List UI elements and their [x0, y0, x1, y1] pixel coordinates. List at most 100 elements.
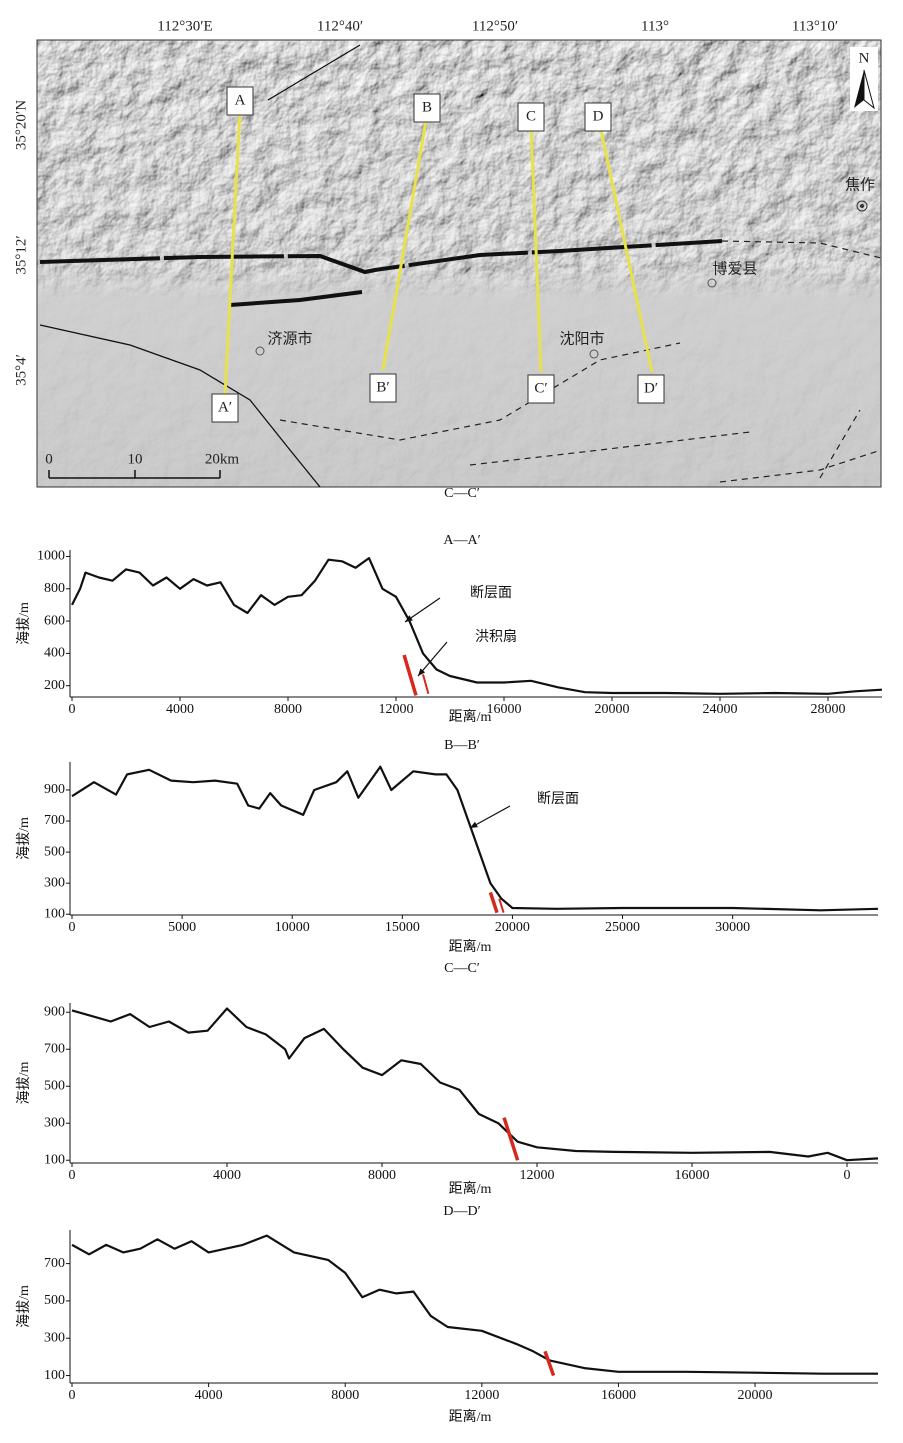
profile-line [71, 765, 879, 912]
y-tick-label: 500 [44, 844, 65, 859]
x-tick-label: 4000 [213, 1168, 241, 1183]
city-marker [255, 346, 265, 356]
fault-marker [543, 1350, 556, 1377]
y-tick-label: 200 [44, 678, 65, 693]
fault-marker [502, 1117, 520, 1161]
chart-title: A—A′ [443, 533, 480, 548]
x-tick-label: 4000 [166, 702, 194, 717]
y-tick-label: 900 [44, 1004, 65, 1019]
profile-chart: 200 400 600 800 1000 0 4000 8000 12000 16000 20000… [16, 533, 883, 725]
y-tick-label: 700 [44, 1041, 65, 1056]
longitude-label: 112°30′E [157, 18, 212, 34]
profile-label: A′ [218, 399, 232, 415]
inferred-fault [469, 431, 751, 466]
caption: C—C′ [444, 486, 480, 501]
y-tick-label: 400 [44, 646, 65, 661]
longitude-label: 113° [641, 18, 669, 34]
y-axis-label: 海拔/m [16, 1285, 32, 1328]
city-marker [860, 204, 864, 208]
x-tick-label: 8000 [368, 1168, 396, 1183]
x-tick-label: 20000 [595, 702, 630, 717]
y-tick-label: 800 [44, 581, 65, 596]
x-tick-label: 16000 [601, 1388, 636, 1403]
fault-marker [488, 891, 499, 914]
x-axis-label: 距离/m [449, 1180, 492, 1197]
inferred-fault [719, 409, 882, 483]
y-tick-label: 100 [44, 906, 65, 921]
x-tick-label: 12000 [379, 702, 414, 717]
scale-label: 20km [205, 451, 240, 467]
annotation: 断层面 [470, 585, 512, 601]
profile-label: D′ [644, 380, 658, 396]
y-tick-label: 1000 [37, 549, 65, 564]
chart-title: B—B′ [444, 738, 480, 753]
north-arrow [854, 70, 864, 108]
y-tick-label: 500 [44, 1293, 65, 1308]
x-tick-label: 25000 [605, 920, 640, 935]
x-tick-label: 20000 [738, 1388, 773, 1403]
fault-marker [422, 674, 430, 695]
y-tick-label: 700 [44, 813, 65, 828]
longitude-label: 112°40′ [317, 18, 363, 34]
y-tick-label: 600 [44, 613, 65, 628]
y-axis-label: 海拔/m [16, 1062, 32, 1105]
profile-line [71, 1234, 878, 1375]
x-axis-label: 距离/m [449, 938, 492, 955]
fault-marker [402, 654, 418, 696]
x-tick-label: 0 [69, 702, 76, 717]
longitude-label: 113°10′ [792, 18, 838, 34]
place-name: 焦作 [845, 176, 875, 193]
x-tick-label: 16000 [487, 702, 522, 717]
latitude-label: 35°20′N [13, 100, 29, 150]
y-tick-label: 100 [44, 1152, 65, 1167]
x-tick-label: 4000 [195, 1388, 223, 1403]
x-tick-label: 20000 [495, 920, 530, 935]
profile-label-box [637, 374, 665, 404]
scale-label: 10 [128, 451, 143, 467]
profile-label-box [211, 393, 239, 423]
profile-label-box [413, 93, 441, 123]
x-tick-label: 12000 [520, 1168, 555, 1183]
y-tick-label: 700 [44, 1256, 65, 1271]
arrow-head [405, 615, 413, 622]
profile-lines [223, 109, 654, 396]
chart-title: C—C′ [444, 961, 480, 976]
x-tick-label: 24000 [703, 702, 738, 717]
scale-bar [48, 470, 221, 479]
y-tick-label: 500 [44, 1078, 65, 1093]
x-tick-label: 15000 [385, 920, 420, 935]
x-tick-label: 8000 [274, 702, 302, 717]
chart-title: D—D′ [443, 1204, 480, 1219]
x-tick-label: 30000 [715, 920, 750, 935]
fault-marker [498, 898, 505, 913]
annotation-arrow [469, 805, 511, 829]
profile-label: C′ [534, 380, 547, 396]
profile-label: B [422, 99, 432, 115]
profile-line [71, 1007, 879, 1162]
north-arrow [863, 69, 875, 110]
city-marker [707, 278, 717, 288]
profile-label: A [235, 92, 246, 108]
x-tick-label: 10000 [275, 920, 310, 935]
fault-trace [229, 290, 363, 307]
x-tick-label: 8000 [331, 1388, 359, 1403]
map [36, 39, 882, 488]
latitude-label: 35°4′ [13, 354, 29, 386]
x-tick-label: 12000 [464, 1388, 499, 1403]
place-name: 沈阳市 [559, 330, 604, 347]
north-label: N [859, 50, 870, 66]
annotation-arrow [417, 641, 448, 677]
y-tick-label: 100 [44, 1368, 65, 1383]
x-tick-label: 5000 [168, 920, 196, 935]
x-axis-label: 距离/m [449, 708, 492, 725]
place-name: 济源市 [267, 330, 312, 347]
profile-chart: 100 300 500 700 0 4000 8000 12000 16000 20000 D—D′… [16, 1204, 878, 1425]
y-tick-label: 300 [44, 1330, 65, 1345]
arrow-head [418, 668, 426, 676]
y-axis-label: 海拔/m [16, 817, 32, 860]
x-axis-label: 距离/m [449, 1408, 492, 1425]
x-tick-label: 0 [69, 1388, 76, 1403]
profile-line [71, 557, 883, 695]
latitude-label: 35°12′ [13, 235, 29, 274]
